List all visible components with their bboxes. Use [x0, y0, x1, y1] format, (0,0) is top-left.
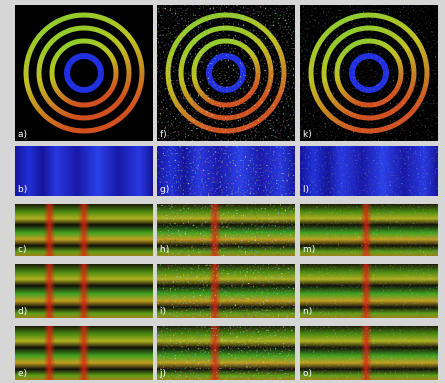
panel-label: n): [303, 307, 312, 317]
panel-label: e): [18, 369, 27, 379]
panel-label: m): [303, 245, 315, 255]
panel-label: o): [303, 369, 312, 379]
image-panel: h): [157, 204, 295, 256]
panel-background: [15, 5, 153, 141]
noise-overlay: [300, 326, 438, 380]
image-panel: k): [300, 5, 438, 141]
red-band: [78, 264, 90, 318]
image-panel: d): [15, 264, 153, 318]
image-panel: b): [15, 146, 153, 196]
red-band: [78, 326, 90, 380]
noise-overlay: [157, 264, 295, 318]
image-panel: a): [15, 5, 153, 141]
panel-label: l): [303, 185, 309, 195]
image-panel: e): [15, 326, 153, 380]
noise-overlay: [300, 264, 438, 318]
image-panel: i): [157, 264, 295, 318]
image-panel: j): [157, 326, 295, 380]
panel-grid: a) b) c) d) e) f) g) h) i) j) k) l) m) n) o): [15, 5, 438, 380]
red-band: [44, 264, 56, 318]
panel-label: f): [160, 130, 167, 140]
image-panel: m): [300, 204, 438, 256]
panel-label: d): [18, 307, 27, 317]
noise-overlay: [157, 326, 295, 380]
panel-label: k): [303, 130, 312, 140]
noise-overlay: [300, 146, 438, 196]
image-panel: l): [300, 146, 438, 196]
panel-label: a): [18, 130, 27, 140]
red-band: [44, 204, 56, 256]
image-panel: f): [157, 5, 295, 141]
panel-label: g): [160, 185, 169, 195]
panel-label: c): [18, 245, 26, 255]
image-panel: g): [157, 146, 295, 196]
panel-label: h): [160, 245, 169, 255]
noise-overlay: [157, 146, 295, 196]
figure: a) b) c) d) e) f) g) h) i) j) k) l) m) n) o): [0, 0, 445, 383]
noise-overlay: [157, 5, 295, 141]
panel-label: b): [18, 185, 27, 195]
noise-overlay: [300, 204, 438, 256]
noise-overlay: [300, 5, 438, 141]
image-panel: c): [15, 204, 153, 256]
image-panel: o): [300, 326, 438, 380]
noise-overlay: [157, 204, 295, 256]
panel-label: i): [160, 307, 166, 317]
image-panel: n): [300, 264, 438, 318]
red-band: [44, 326, 56, 380]
panel-background: [15, 146, 153, 196]
red-band: [78, 204, 90, 256]
panel-label: j): [159, 369, 166, 379]
